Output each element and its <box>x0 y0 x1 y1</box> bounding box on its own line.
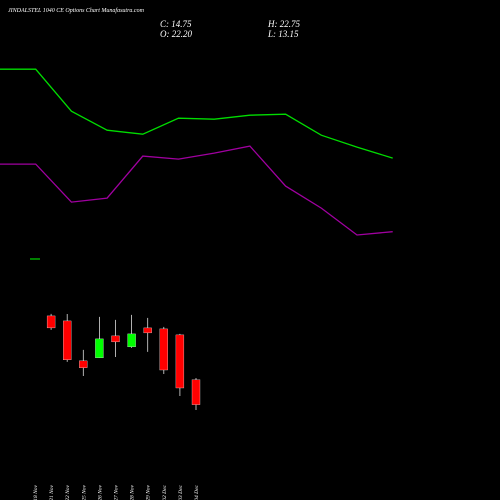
x-tick-label: 04 Dec <box>193 484 200 500</box>
candle-body <box>127 333 136 348</box>
x-tick-label: 02 Dec <box>162 484 168 500</box>
ohlc-label: O: 22.20 <box>160 29 192 39</box>
candle-body <box>95 338 104 359</box>
candle-body <box>175 334 185 389</box>
candle-body <box>159 328 168 371</box>
candle-body <box>111 335 120 343</box>
x-tick-label: 21 Nov <box>49 484 55 500</box>
ohlc-label: H: 22.75 <box>267 19 300 29</box>
candle-body <box>79 360 88 368</box>
x-tick-label: 03 Dec <box>178 484 184 500</box>
candle-body <box>30 258 40 260</box>
x-tick-label: 26 Nov <box>97 484 103 500</box>
x-tick-label: 25 Nov <box>81 484 87 500</box>
ohlc-label: L: 13.15 <box>267 29 299 39</box>
chart-title: JINDALSTEL 1040 CE Options Chart Munafas… <box>8 7 145 14</box>
ohlc-label: C: 14.75 <box>160 19 192 29</box>
x-tick-label: 28 Nov <box>130 484 136 500</box>
indicator-line <box>0 68 393 159</box>
x-tick-label: 29 Nov <box>146 484 152 500</box>
candle-body <box>46 315 56 329</box>
x-tick-label: 22 Nov <box>65 484 71 500</box>
indicator-line <box>0 145 393 236</box>
x-tick-label: 18 Nov <box>33 484 39 500</box>
candle-body <box>143 327 152 334</box>
candle-body <box>63 320 72 361</box>
candle-body <box>191 379 201 405</box>
x-tick-label: 27 Nov <box>114 484 120 500</box>
